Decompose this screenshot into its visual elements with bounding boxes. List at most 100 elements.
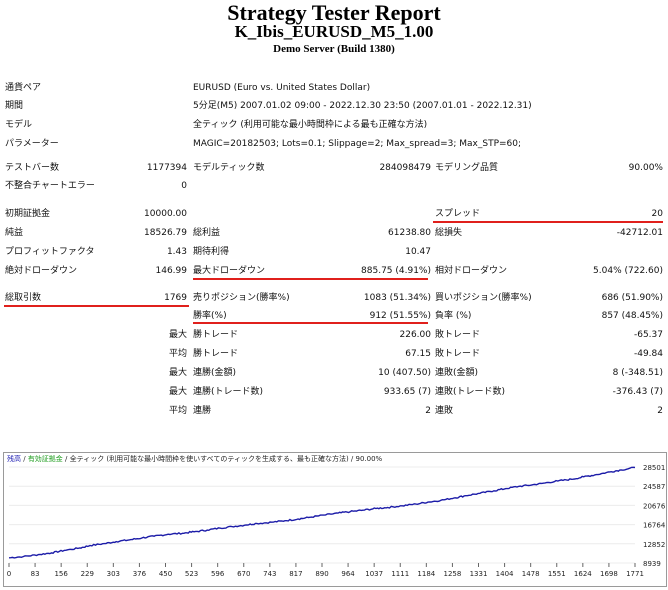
- deposit-label: 初期証拠金: [5, 209, 51, 219]
- short-label: 売りポジション(勝率%): [193, 293, 290, 303]
- quality-value: 90.00%: [628, 163, 663, 173]
- report-subtitle: K_Ibis_EURUSD_M5_1.00: [234, 22, 434, 41]
- avg-cons-word: 平均: [168, 406, 187, 416]
- legend-balance: 残高: [7, 454, 21, 463]
- trades-label: 総取引数: [5, 293, 42, 303]
- max-dd-value: 885.75 (4.91%): [361, 266, 431, 276]
- long-label: 買いポジション(勝率%): [435, 293, 532, 303]
- abs-dd-value: 146.99: [155, 266, 188, 276]
- max-dd-underline: [193, 278, 428, 280]
- mismatch-label: 不整合チャートエラー: [5, 181, 95, 191]
- y-axis: 28501 24587 20676 16764 12852 8939: [643, 464, 666, 568]
- cons-profit-value: 933.65 (7): [383, 387, 431, 397]
- x-tick-label: 1551: [548, 570, 566, 578]
- x-tick-label: 523: [185, 570, 198, 578]
- legend-margin: 有効証拠金: [28, 454, 63, 463]
- avg-win-label: 勝トレード: [193, 349, 239, 359]
- symbol-label: 通貨ペア: [5, 83, 42, 93]
- largest-win-value: 226.00: [399, 330, 432, 340]
- params-label: パラメーター: [5, 139, 59, 149]
- y-tick-label: 20676: [643, 502, 666, 510]
- long-value: 686 (51.90%): [601, 293, 663, 303]
- x-tick-label: 890: [315, 570, 328, 578]
- pf-value: 1.43: [166, 247, 187, 257]
- rel-dd-label: 相対ドローダウン: [435, 266, 508, 276]
- cons-wins-money-value: 10 (407.50): [378, 368, 431, 378]
- cons-wins-money-label: 連勝(金額): [193, 368, 237, 378]
- y-tick-label: 24587: [643, 483, 665, 491]
- spread-label: スプレッド: [435, 209, 481, 219]
- balance-line: [8, 466, 636, 559]
- deposit-value: 10000.00: [144, 209, 187, 219]
- x-tick-label: 1111: [391, 570, 409, 578]
- symbol-value: EURUSD (Euro vs. United States Dollar): [193, 83, 371, 93]
- largest-word: 最大: [168, 330, 187, 340]
- x-tick-label: 670: [237, 570, 250, 578]
- max-cons-trades-word: 最大: [168, 387, 187, 397]
- rel-dd-value: 5.04% (722.60): [593, 266, 663, 276]
- ticks-value: 284098479: [379, 163, 431, 173]
- pf-label: プロフィットファクタ: [5, 247, 95, 257]
- x-tick-label: 964: [341, 570, 355, 578]
- x-tick-label: 1404: [496, 570, 514, 578]
- x-tick-label: 1478: [522, 570, 540, 578]
- avg-loss-label: 敗トレード: [435, 349, 481, 359]
- lose-label: 負率 (%): [435, 311, 472, 321]
- legend-sep: /: [21, 455, 28, 463]
- cons-losses-money-label: 連敗(金額): [435, 368, 479, 378]
- cons-loss-value: -376.43 (7): [612, 387, 663, 397]
- cons-loss-label: 連敗(トレード数): [435, 387, 506, 397]
- avg-win-value: 67.15: [405, 349, 431, 359]
- legend-rest: / 全ティック (利用可能な最小時間枠を使いすべてのティックを生成する、最も正確…: [63, 454, 383, 463]
- x-tick-label: 1037: [365, 570, 383, 578]
- y-tick-label: 12852: [643, 541, 665, 549]
- gross-profit-value: 61238.80: [388, 228, 431, 238]
- x-tick-label: 83: [31, 570, 40, 578]
- x-axis: 0 83 156 229 303 376 450 523 596 670 743 817 890 964 1…: [7, 563, 644, 578]
- largest-loss-value: -65.37: [633, 330, 663, 340]
- x-tick-label: 1331: [470, 570, 488, 578]
- balance-chart: 残高 / 有効証拠金 / 全ティック (利用可能な最小時間枠を使いすべてのティッ…: [3, 452, 667, 587]
- period-label: 期間: [5, 101, 24, 111]
- mismatch-value: 0: [181, 181, 187, 191]
- largest-win-label: 勝トレード: [193, 330, 239, 340]
- avg-cons-wins-value: 2: [425, 406, 431, 416]
- avg-loss-value: -49.84: [633, 349, 663, 359]
- net-value: 18526.79: [144, 228, 187, 238]
- avg-cons-losses-value: 2: [657, 406, 663, 416]
- report-title: Strategy Tester Report: [227, 0, 441, 25]
- x-tick-label: 229: [81, 570, 94, 578]
- x-tick-label: 376: [133, 570, 147, 578]
- chart-legend: 残高 / 有効証拠金 / 全ティック (利用可能な最小時間枠を使いすべてのティッ…: [7, 454, 383, 463]
- server-info: Demo Server (Build 1380): [273, 43, 395, 55]
- trades-underline: [4, 305, 189, 307]
- model-value: 全ティック (利用可能な最小時間枠による最も正確な方法): [193, 120, 428, 130]
- spread-value: 20: [651, 209, 663, 219]
- avg-cons-wins-label: 連勝: [193, 406, 212, 416]
- avg-cons-losses-label: 連敗: [435, 406, 454, 416]
- cons-profit-label: 連勝(トレード数): [193, 387, 264, 397]
- y-tick-label: 8939: [643, 560, 661, 568]
- win-value: 912 (51.55%): [369, 311, 431, 321]
- max-dd-label: 最大ドローダウン: [193, 266, 266, 276]
- x-tick-label: 1698: [600, 570, 618, 578]
- x-tick-label: 743: [263, 570, 276, 578]
- period-value: 5分足(M5) 2007.01.02 09:00 - 2022.12.30 23…: [193, 101, 532, 111]
- bars-value: 1177394: [146, 163, 187, 173]
- abs-dd-label: 絶対ドローダウン: [5, 266, 78, 276]
- x-tick-label: 0: [7, 570, 11, 578]
- y-tick-label: 16764: [643, 522, 666, 530]
- x-tick-label: 156: [54, 570, 68, 578]
- x-tick-label: 1184: [417, 570, 435, 578]
- ticks-label: モデルティック数: [193, 163, 265, 173]
- gross-profit-label: 総利益: [193, 228, 221, 238]
- gross-loss-label: 総損失: [435, 228, 463, 238]
- win-label: 勝率(%): [193, 311, 227, 321]
- x-tick-label: 450: [159, 570, 172, 578]
- spread-underline: [433, 221, 663, 223]
- x-tick-label: 596: [211, 570, 225, 578]
- x-tick-label: 1624: [574, 570, 592, 578]
- gross-loss-value: -42712.01: [616, 228, 663, 238]
- chart-frame: [3, 452, 667, 587]
- trades-value: 1769: [164, 293, 187, 303]
